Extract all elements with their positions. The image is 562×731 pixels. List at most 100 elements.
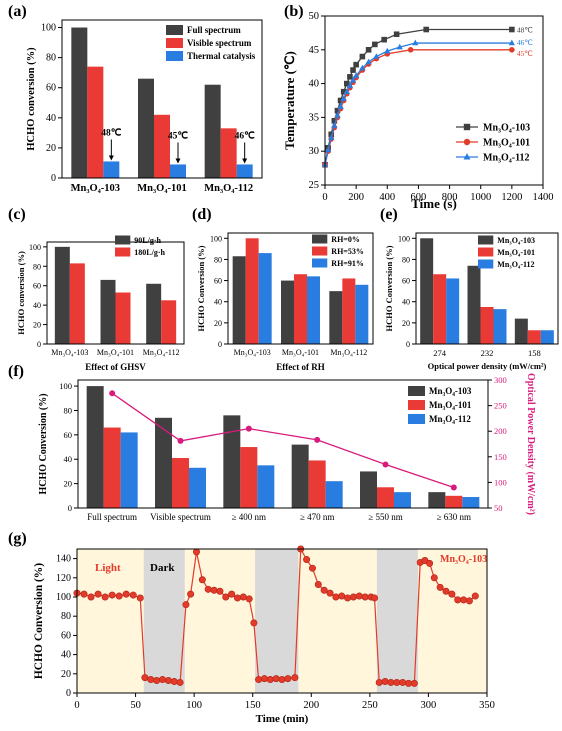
- y-tick-label: 100: [41, 23, 56, 34]
- bar: [281, 280, 294, 344]
- x-tick-label: 50: [130, 700, 141, 711]
- y-tick-label: 40: [64, 454, 73, 464]
- data-point: [159, 676, 167, 684]
- y-axis-title: HCHO conversion (%): [26, 47, 37, 151]
- y-tick-label: 80: [64, 405, 73, 415]
- end-temperature-label: 45℃: [517, 49, 534, 58]
- dark-label: Dark: [150, 562, 175, 574]
- category-label: ≥ 400 nm: [232, 512, 266, 522]
- bar: [154, 114, 170, 178]
- legend-swatch: [166, 25, 183, 35]
- y-tick-label: 20: [46, 143, 56, 154]
- legend-swatch: [166, 38, 183, 48]
- legend-label: Mn₃O₄-101: [429, 400, 472, 410]
- bar: [240, 447, 258, 508]
- y-tick-label: 20: [64, 479, 73, 489]
- bar: [294, 274, 307, 344]
- y-tick-label: 60: [46, 83, 56, 94]
- data-point: [182, 601, 190, 609]
- panel-b: (b) 25 30 35 40 45 50 0 200 400 600 800 1000 1200 1400…: [282, 3, 554, 211]
- bar: [291, 444, 309, 508]
- y-axis-title: HCHO Conversion (%): [384, 245, 394, 331]
- power-density-line: [111, 392, 455, 489]
- data-point: [153, 677, 161, 685]
- right-y-axis-title: Optical Power Density (mW/cm²): [525, 373, 536, 515]
- right-y-tick-label: 50: [494, 503, 503, 513]
- y-tick-label: 120: [56, 573, 71, 584]
- legend-swatch: [408, 400, 425, 410]
- y-tick-label: 45: [309, 45, 320, 56]
- y-axis-title: HCHO Conversion (%): [33, 563, 45, 679]
- square-marker: [381, 36, 387, 43]
- bar: [204, 84, 221, 178]
- panel-e: (e) 0 20 40 60 80 100 274 232 158 HCHO Conversion …: [380, 206, 559, 371]
- data-point: [204, 585, 212, 593]
- data-point: [454, 596, 462, 604]
- legend-label: RH=91%: [331, 259, 364, 268]
- y-tick-label: 0: [406, 340, 410, 349]
- x-tick-label: 150: [245, 700, 261, 711]
- panel-label: (g): [8, 530, 27, 547]
- data-point: [410, 679, 418, 687]
- triangle-marker: [325, 146, 332, 153]
- square-marker: [334, 107, 341, 114]
- triangle-marker: [508, 39, 515, 46]
- square-marker: [353, 61, 359, 68]
- axes-frame: [227, 232, 374, 345]
- y-tick-label: 20: [402, 319, 410, 328]
- dark-interval: [255, 549, 299, 693]
- temperature-annotation: 45℃: [168, 130, 189, 141]
- data-point: [291, 674, 299, 682]
- data-point: [387, 678, 395, 686]
- bar: [236, 164, 253, 178]
- triangle-marker: [359, 64, 366, 71]
- bar: [69, 263, 85, 344]
- y-tick-label: 80: [46, 53, 56, 64]
- category-label: Mn₃O₄-101: [282, 348, 319, 357]
- triangle-marker: [334, 112, 341, 118]
- y-tick-label: 60: [64, 430, 73, 440]
- square-marker: [509, 26, 515, 33]
- bar: [257, 465, 275, 508]
- y-tick-label: 50: [309, 11, 320, 22]
- x-tick-label: 300: [421, 700, 437, 711]
- data-point: [399, 678, 407, 686]
- power-density-marker: [382, 461, 389, 468]
- temperature-annotation: 48℃: [101, 127, 122, 138]
- arrow-head: [242, 158, 248, 164]
- x-axis-title: Time (min): [256, 713, 309, 725]
- right-y-tick-label: 200: [494, 426, 507, 436]
- bar: [54, 246, 70, 344]
- data-point: [115, 592, 123, 600]
- y-tick-label: 40: [309, 79, 320, 90]
- triangle-marker: [328, 134, 335, 140]
- bar: [170, 164, 186, 178]
- y-tick-label: 35: [309, 112, 320, 123]
- data-point: [344, 594, 352, 602]
- data-point: [375, 678, 383, 686]
- data-point: [338, 592, 346, 600]
- arrow-head: [108, 155, 114, 161]
- data-point: [260, 675, 268, 683]
- y-tick-label: 60: [33, 282, 41, 291]
- bar: [155, 417, 172, 508]
- square-marker: [423, 26, 430, 33]
- category-label: Mn₃O₄-101: [137, 183, 186, 194]
- data-point: [108, 591, 116, 599]
- triangle-marker: [365, 58, 372, 65]
- category-label: Mn₃O₄-112: [143, 348, 180, 357]
- triangle-marker: [463, 153, 471, 160]
- panel-label: (b): [284, 3, 304, 20]
- bar: [103, 161, 120, 178]
- circle-marker: [509, 47, 515, 53]
- bar: [493, 309, 507, 344]
- bar: [527, 330, 541, 344]
- data-point: [426, 559, 434, 567]
- category-label: Mn₃O₄-103: [71, 183, 120, 194]
- data-point: [176, 678, 184, 686]
- y-tick-label: 20: [33, 321, 41, 330]
- bar: [467, 265, 481, 344]
- y-tick-label: 80: [214, 255, 222, 264]
- legend-label: Mn₃O₄-103: [429, 386, 472, 396]
- y-tick-label: 100: [29, 243, 41, 252]
